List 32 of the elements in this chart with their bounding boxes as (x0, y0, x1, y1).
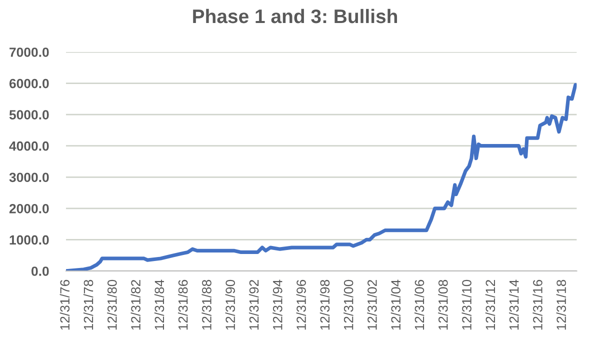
y-tick-label: 7000.0 (10, 48, 49, 57)
x-tick-label: 12/31/18 (556, 280, 566, 330)
x-tick-label: 12/31/04 (390, 280, 401, 330)
x-tick-label: 12/31/82 (130, 280, 140, 330)
x-tick-label: 12/31/14 (509, 280, 519, 330)
y-tick-label: 2000.0 (9, 204, 49, 214)
x-tick-label: 12/31/78 (83, 280, 94, 330)
x-tick-label: 12/31/08 (438, 280, 448, 330)
x-tick-label: 12/31/76 (60, 280, 70, 330)
x-tick-label: 12/31/96 (296, 280, 306, 330)
x-tick-label: 12/31/84 (154, 280, 164, 330)
y-tick-label: 5000.0 (9, 110, 49, 120)
x-tick-label: 12/31/02 (367, 280, 377, 330)
y-tick-label: 4000.0 (9, 141, 49, 151)
x-tick-label: 12/31/94 (272, 280, 282, 330)
x-tick-label: 12/31/98 (320, 280, 330, 330)
y-tick-label: 6000.0 (9, 78, 49, 88)
x-tick-label: 12/31/88 (202, 280, 212, 330)
x-tick-label: 12/31/86 (178, 280, 188, 330)
x-tick-label: 12/31/06 (414, 280, 424, 330)
x-tick-label: 12/31/80 (107, 280, 117, 330)
chart-title: Phase 1 and 3: Bullish (193, 8, 397, 24)
y-tick-label: 3000.0 (9, 172, 49, 182)
y-tick-label: 1000.0 (10, 235, 49, 245)
line-series (66, 83, 577, 271)
x-tick-label: 12/31/12 (485, 280, 496, 330)
y-tick-label: 0.0 (32, 266, 49, 276)
x-tick-label: 12/31/10 (462, 280, 472, 330)
x-tick-label: 12/31/90 (225, 280, 236, 330)
x-tick-label: 12/31/00 (344, 280, 354, 330)
x-tick-label: 12/31/16 (532, 280, 542, 330)
x-tick-label: 12/31/92 (248, 280, 259, 330)
